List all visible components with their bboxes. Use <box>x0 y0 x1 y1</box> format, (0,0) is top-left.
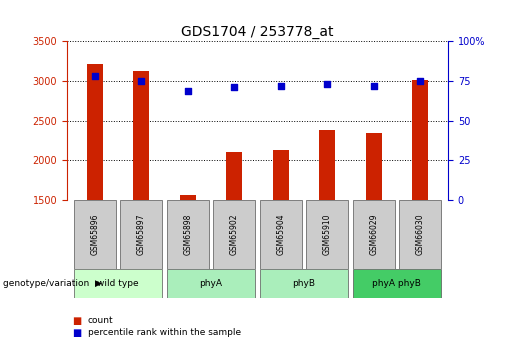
Bar <box>399 200 441 269</box>
Title: GDS1704 / 253778_at: GDS1704 / 253778_at <box>181 25 334 39</box>
Bar <box>167 269 255 298</box>
Bar <box>133 71 149 200</box>
Text: GSM65904: GSM65904 <box>276 214 285 255</box>
Text: count: count <box>88 316 113 325</box>
Bar <box>272 150 289 200</box>
Bar <box>366 134 382 200</box>
Text: ■: ■ <box>72 328 81 338</box>
Text: wild type: wild type <box>97 279 139 288</box>
Bar <box>74 200 116 269</box>
Point <box>230 85 238 90</box>
Bar <box>306 200 348 269</box>
Bar <box>260 200 302 269</box>
Point <box>323 81 331 87</box>
Bar <box>213 200 255 269</box>
Text: GSM65897: GSM65897 <box>137 214 146 255</box>
Text: percentile rank within the sample: percentile rank within the sample <box>88 328 241 337</box>
Point <box>277 83 285 89</box>
Text: genotype/variation  ▶: genotype/variation ▶ <box>3 279 101 288</box>
Text: GSM65896: GSM65896 <box>90 214 99 255</box>
Bar <box>226 152 243 200</box>
Point <box>370 83 378 89</box>
Bar <box>412 80 428 200</box>
Point <box>416 78 424 84</box>
Text: GSM65902: GSM65902 <box>230 214 239 255</box>
Bar <box>121 200 162 269</box>
Text: GSM66029: GSM66029 <box>369 214 378 255</box>
Text: phyA: phyA <box>199 279 222 288</box>
Bar <box>167 200 209 269</box>
Bar <box>260 269 348 298</box>
Bar <box>319 130 335 200</box>
Bar <box>74 269 162 298</box>
Text: phyB: phyB <box>293 279 316 288</box>
Text: phyA phyB: phyA phyB <box>372 279 421 288</box>
Bar <box>87 63 103 200</box>
Point <box>184 88 192 93</box>
Bar <box>353 200 394 269</box>
Bar <box>180 195 196 200</box>
Text: GSM66030: GSM66030 <box>416 214 425 255</box>
Text: ■: ■ <box>72 316 81 326</box>
Point <box>91 73 99 79</box>
Text: GSM65898: GSM65898 <box>183 214 192 255</box>
Text: GSM65910: GSM65910 <box>323 214 332 255</box>
Point <box>137 78 145 84</box>
Bar <box>353 269 441 298</box>
